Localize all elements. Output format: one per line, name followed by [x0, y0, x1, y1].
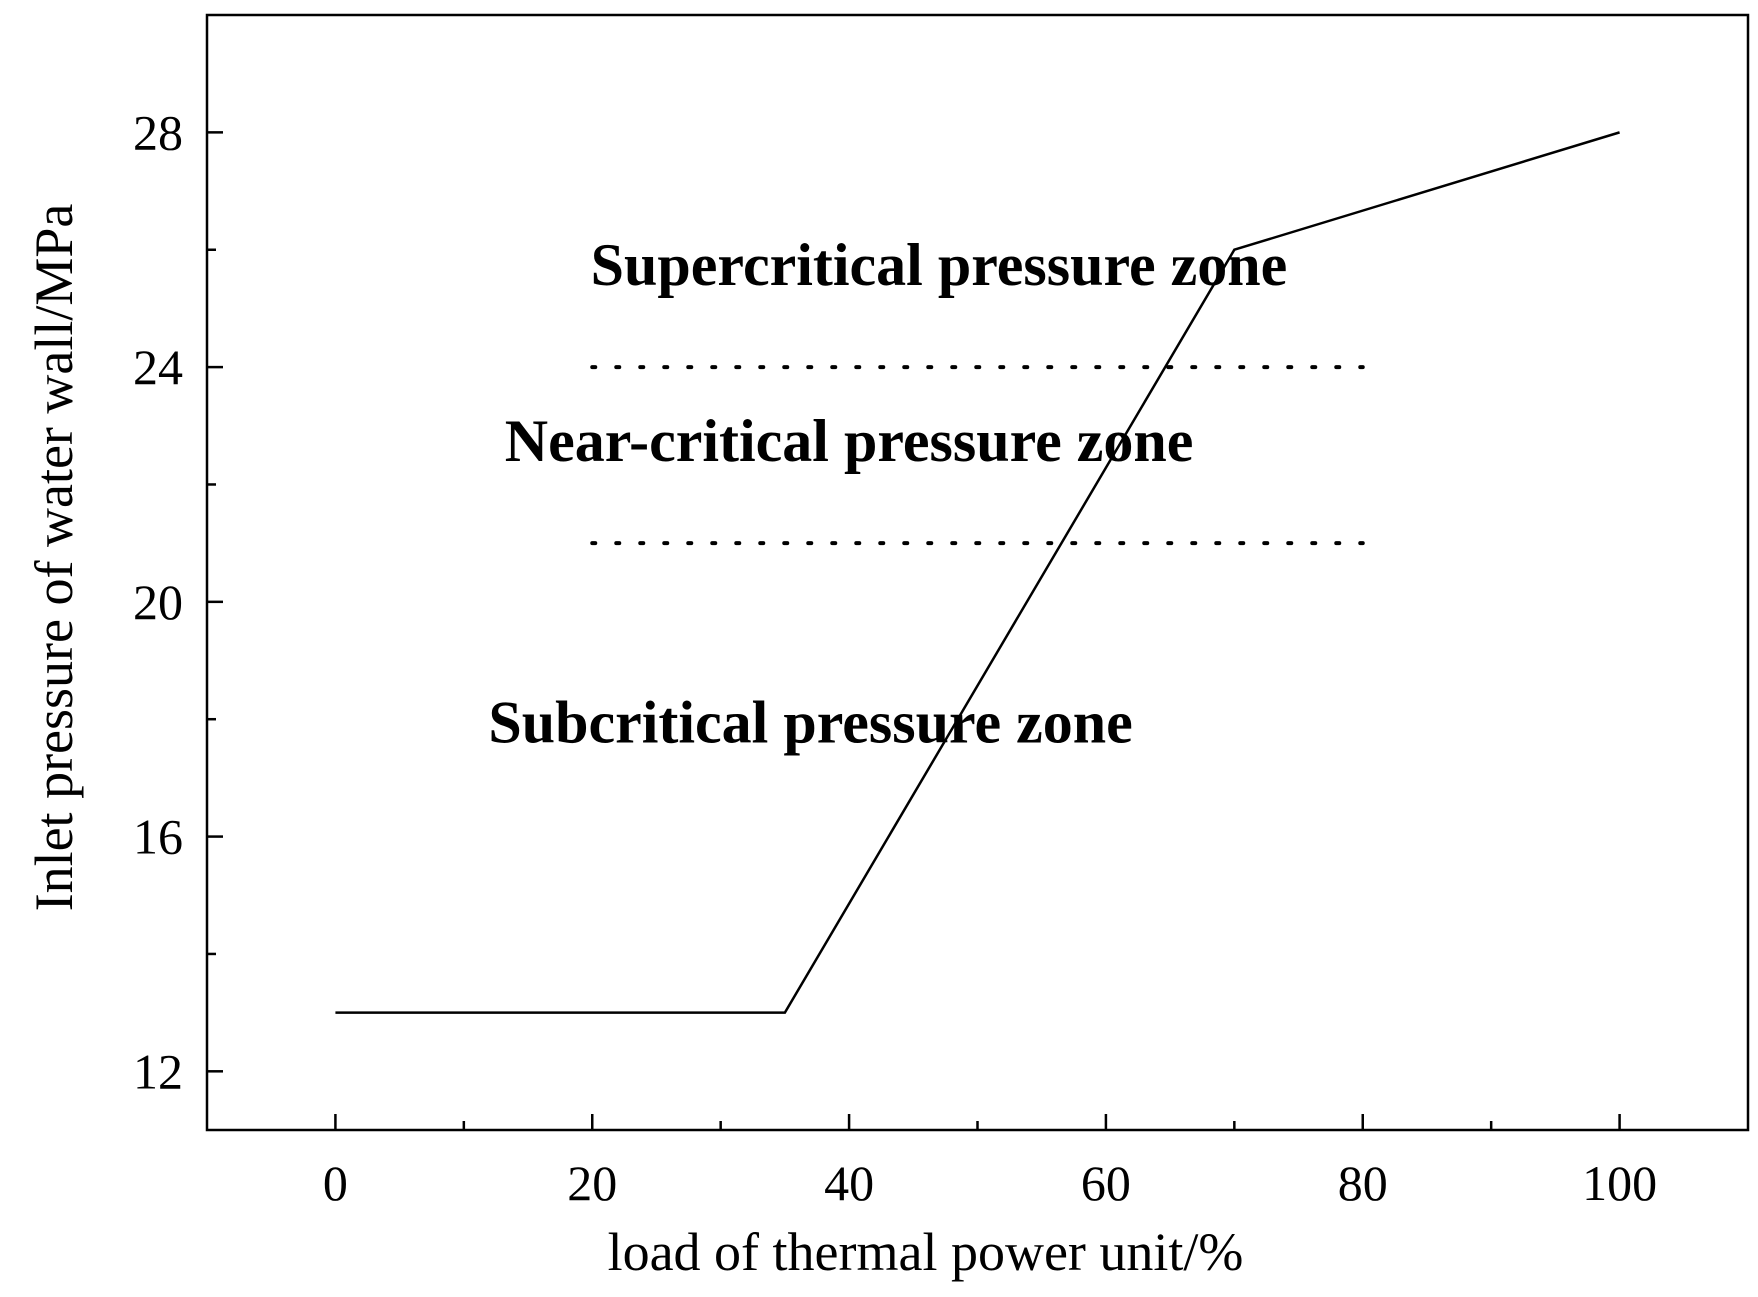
zone-label-1: Supercritical pressure zone [591, 232, 1288, 298]
data-series [335, 131, 1620, 1014]
zone-label-2: Near-critical pressure zone [505, 408, 1194, 474]
x-tick-label: 0 [323, 1155, 348, 1211]
x-tick-label: 20 [567, 1155, 617, 1211]
zone-labels: Supercritical pressure zone Near-critical… [488, 232, 1287, 756]
x-tick-label: 40 [824, 1155, 874, 1211]
zone-label-3: Subcritical pressure zone [488, 690, 1132, 756]
x-tick-label: 100 [1582, 1155, 1657, 1211]
y-tick-label: 16 [133, 809, 183, 865]
y-tick-label: 28 [133, 104, 183, 160]
x-axis-title: load of thermal power unit/% [608, 1222, 1244, 1282]
series-line-1 [335, 131, 1620, 1014]
y-tick-label: 24 [133, 339, 183, 395]
x-tick-label: 80 [1338, 1155, 1388, 1211]
tick-labels: 0 20 40 60 80 100 12 16 20 24 28 [133, 104, 1657, 1211]
zone-boundaries [590, 365, 1365, 546]
axis-ticks [207, 131, 1621, 1130]
y-tick-label: 12 [133, 1043, 183, 1099]
y-tick-label: 20 [133, 574, 183, 630]
y-axis-title: Inlet pressure of water wall/MPa [24, 204, 84, 912]
x-tick-label: 60 [1081, 1155, 1131, 1211]
plot-frame [205, 13, 1750, 1132]
